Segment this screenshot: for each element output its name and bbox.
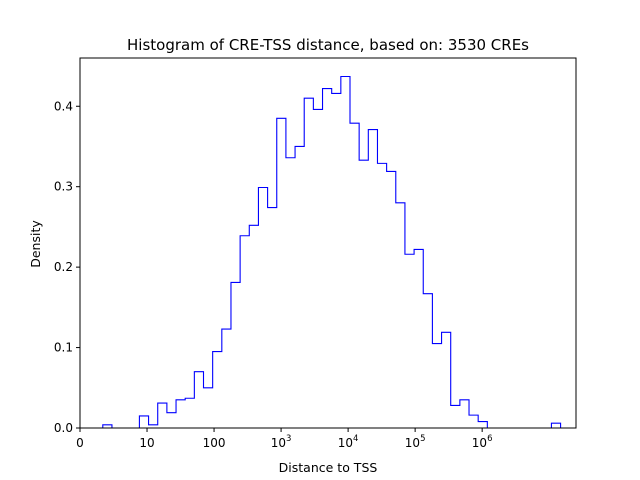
x-tick-label: 10 <box>139 436 154 450</box>
y-tick-label: 0.4 <box>54 99 73 113</box>
plot-frame <box>79 57 577 429</box>
x-tick-label: 104 <box>338 434 359 450</box>
y-tick-label: 0.0 <box>54 421 73 435</box>
y-axis-label: Density <box>28 220 43 268</box>
x-tick-label: 0 <box>76 436 84 450</box>
y-tick-label: 0.1 <box>54 341 73 355</box>
plot-area: 0.0 0.1 0.2 0.3 0.4 0 10 100 103 104 105 106 <box>54 57 577 450</box>
x-tick-label: 106 <box>472 434 493 450</box>
histogram-step-line <box>102 75 562 429</box>
x-tick-label: 100 <box>203 436 226 450</box>
x-tick-label: 103 <box>271 434 292 450</box>
x-tick-label: 105 <box>405 434 426 450</box>
x-axis-label: Distance to TSS <box>279 460 378 475</box>
chart-title: Histogram of CRE-TSS distance, based on:… <box>127 36 529 54</box>
y-tick-label: 0.3 <box>54 180 73 194</box>
y-tick-label: 0.2 <box>54 260 73 274</box>
